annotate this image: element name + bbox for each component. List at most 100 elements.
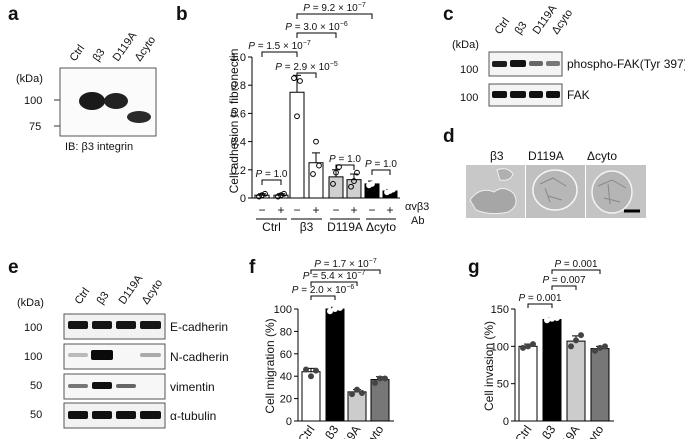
y-tick-label: 0.6 — [231, 108, 246, 120]
y-axis: 0 20 40 60 80 100 — [274, 304, 299, 428]
bar — [325, 308, 345, 422]
p-value-label: P = 1.0 — [365, 159, 397, 170]
marker-label: 100 — [24, 322, 42, 334]
y-tick-label: 20 — [280, 394, 292, 406]
cell-cluster — [469, 188, 517, 215]
blot-band — [140, 353, 161, 357]
marker-label: 100 — [460, 92, 478, 104]
data-point — [376, 375, 383, 382]
panel-c: c Ctrl β3 D119A Δcyto (kDa) 100 100 phos… — [443, 2, 685, 107]
data-point — [592, 347, 599, 354]
data-point — [573, 337, 580, 344]
data-point — [297, 78, 303, 84]
marker-label: 100 — [24, 351, 42, 363]
lane-label: β3 — [91, 47, 108, 64]
bracket — [296, 72, 317, 78]
blot-band — [104, 93, 128, 109]
data-point — [310, 171, 316, 177]
treatment-sign: + — [277, 203, 284, 217]
data-point — [544, 317, 551, 324]
data-point — [312, 367, 319, 374]
y-axis: 0 50 100 150 — [491, 304, 516, 428]
treatment-sign: − — [258, 203, 265, 217]
image-label: β3 — [490, 149, 504, 163]
p-value-label: P = 9.2 × 10−7 — [303, 2, 366, 14]
data-point — [369, 181, 375, 187]
blot-caption: IB: β3 integrin — [65, 141, 133, 153]
data-point — [358, 389, 365, 396]
cell-cluster — [591, 170, 633, 214]
lane-label: β3 — [95, 290, 112, 307]
blot-band — [510, 91, 526, 98]
data-point — [353, 386, 360, 393]
data-point — [291, 75, 297, 82]
data-point — [281, 190, 287, 197]
group-label: β3 — [300, 220, 314, 234]
blot-band — [140, 321, 161, 329]
blot-band — [546, 61, 560, 66]
data-point — [351, 178, 357, 184]
data-point — [354, 169, 360, 176]
blot-band — [116, 384, 136, 388]
y-axis-label: Cell invasion (%) — [482, 321, 496, 411]
data-point — [262, 190, 268, 197]
lane-label: β3 — [513, 20, 530, 37]
x-tick-label: β3 — [322, 422, 341, 439]
bracket — [296, 13, 373, 19]
data-point — [525, 343, 532, 350]
panel-e: e Ctrl β3 D119A Δcyto (kDa) 100 100 50 5… — [8, 257, 229, 429]
blot-band — [92, 382, 112, 389]
image-label: Δcyto — [587, 149, 617, 163]
blot-band — [68, 321, 88, 329]
bracket — [551, 285, 577, 290]
lane-label: Ctrl — [68, 43, 88, 64]
data-point — [326, 308, 333, 315]
p-value-label: P = 1.7 × 10−7 — [314, 258, 377, 270]
kda-label: (kDa) — [17, 297, 44, 309]
p-value-label: P = 1.5 × 10−7 — [248, 40, 311, 52]
blot-band — [116, 321, 136, 329]
bracket — [296, 32, 337, 38]
data-point — [602, 343, 609, 350]
data-point — [256, 193, 262, 200]
data-point — [333, 169, 339, 176]
cell-borders — [597, 179, 627, 205]
data-point — [294, 113, 300, 120]
treatment-label-line2: Ab — [411, 215, 424, 227]
y-axis-label: Cell adhesion to fibronectin — [227, 49, 241, 194]
y-tick-label: 50 — [497, 379, 509, 391]
bracket — [310, 295, 336, 300]
y-tick-label: 100 — [274, 304, 292, 316]
data-point — [336, 304, 343, 311]
p-value-label: P = 2.0 × 10−6 — [292, 284, 355, 296]
blot-band — [510, 60, 526, 67]
blot-band — [492, 61, 507, 67]
bar-series — [252, 74, 400, 200]
data-point — [549, 315, 556, 322]
p-value-label: P = 2.9 × 10−5 — [275, 61, 338, 73]
blot-band — [140, 411, 161, 419]
data-point — [597, 344, 604, 351]
blot-band — [68, 411, 88, 419]
data-point — [578, 332, 585, 339]
panel-b: b Cell adhesion to fibronectin 0 0.2 0.4 0.… — [176, 2, 429, 234]
significance-brackets: P = 0.001 P = 0.007 P = 0.001 — [518, 259, 601, 308]
y-tick-label: 100 — [491, 341, 509, 353]
panel-label-e: e — [8, 257, 19, 278]
data-point — [330, 181, 336, 187]
marker-label: 50 — [30, 380, 42, 392]
blot-band — [92, 411, 112, 419]
y-tick-label: 0 — [286, 416, 292, 428]
bar — [308, 162, 324, 199]
p-value-label: P = 1.0 — [256, 169, 288, 180]
bar — [328, 176, 344, 199]
p-value-label: P = 3.0 × 10−6 — [285, 21, 348, 33]
blot-band — [127, 111, 151, 123]
data-point — [275, 193, 281, 200]
y-tick-label: 150 — [491, 304, 509, 316]
marker-label: 100 — [460, 64, 478, 76]
group-label: Ctrl — [262, 220, 281, 234]
panel-label-d: d — [443, 126, 455, 147]
